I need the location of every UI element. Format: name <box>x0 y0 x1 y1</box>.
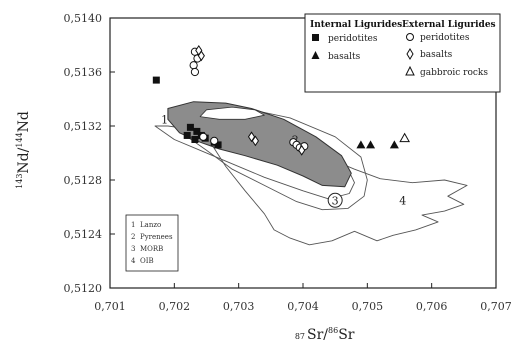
x-axis-label: 87 Sr/86Sr <box>295 326 355 343</box>
field-label-circle <box>327 192 343 208</box>
field-legend-num-4: 4 <box>131 257 136 265</box>
point-open-diamond <box>251 135 259 147</box>
field-legend-name-1: Lanzo <box>140 221 161 229</box>
points-layer <box>152 44 411 156</box>
legend-marker-filled-triangle <box>311 51 320 59</box>
field-label-4: 4 <box>399 194 406 207</box>
field-legend-name-4: OIB <box>140 257 154 265</box>
point-filled-triangle <box>356 140 366 149</box>
field-label-3: 3 <box>332 194 339 207</box>
field-legend-frame <box>125 214 179 272</box>
legend-group-internal-title: Internal Ligurides <box>310 20 402 30</box>
x-tick-label: 0,706 <box>416 300 448 313</box>
x-tick-label: 0,703 <box>223 300 255 313</box>
legend-entry-internal-peridotites: peridotites <box>328 34 378 44</box>
point-filled-triangle <box>389 140 399 149</box>
y-tick-label: 0,5140 <box>64 12 103 25</box>
point-open-circle <box>189 61 198 70</box>
field-legend-name-3: MORB <box>140 245 163 253</box>
ticks-layer: 0,701 0,702 0,703 0,704 0,705 0,706 0,707 0,512… <box>64 12 512 313</box>
point-filled-square <box>186 123 194 131</box>
point-open-diamond <box>197 50 205 62</box>
point-open-circle <box>190 67 200 77</box>
field-legend-num-1: 1 <box>131 221 135 229</box>
legend-entry-internal-basalts: basalts <box>328 52 361 62</box>
point-filled-square <box>214 141 222 149</box>
legend-entry-external-gabbroic: gabbroic rocks <box>420 68 488 78</box>
field-label-1: 1 <box>161 113 168 126</box>
x-tick-label: 0,701 <box>94 300 126 313</box>
y-tick-label: 0,5132 <box>64 120 103 133</box>
field-legend-name-2: Pyrenees <box>140 233 173 241</box>
x-tick-label: 0,704 <box>287 300 319 313</box>
legend-entry-external-basalts: basalts <box>420 50 453 60</box>
x-axis-label-sup-87: 87 <box>295 332 305 341</box>
y-axis-label: 143Nd/144Nd <box>15 111 32 189</box>
x-tick-label: 0,702 <box>159 300 191 313</box>
y-tick-label: 0,5128 <box>64 174 103 187</box>
point-open-circle <box>199 132 208 141</box>
legend-main: Internal Ligurides peridotites basalts E… <box>304 13 501 93</box>
legend-group-external-title: External Ligurides <box>402 20 496 30</box>
legend-frame <box>304 13 501 93</box>
legend-fields: 1 Lanzo 2 Pyrenees 3 MORB 4 OIB <box>125 214 179 272</box>
field-legend-num-2: 2 <box>131 233 135 241</box>
point-open-circle <box>210 136 219 145</box>
y-tick-label: 0,5120 <box>64 282 103 295</box>
field-oib <box>206 128 468 246</box>
legend-marker-filled-square <box>312 34 319 41</box>
y-tick-label: 0,5136 <box>64 66 103 79</box>
point-filled-square <box>152 76 160 84</box>
y-axis-label-text: 143Nd/144Nd <box>15 111 32 189</box>
legend-marker-open-diamond <box>406 48 414 60</box>
field-lanzo-inner <box>199 106 265 120</box>
field-lanzo <box>167 101 352 188</box>
point-filled-triangle <box>366 140 376 149</box>
point-filled-square <box>191 136 199 143</box>
point-open-triangle <box>399 132 411 143</box>
point-filled-square <box>193 127 201 135</box>
y-tick-label: 0,5124 <box>64 228 103 241</box>
legend-marker-open-circle <box>406 33 414 41</box>
x-tick-label: 0,707 <box>480 300 512 313</box>
x-axis-label-text: Sr/86Sr <box>307 326 355 343</box>
legend-marker-open-triangle <box>405 65 415 76</box>
x-tick-label: 0,705 <box>352 300 384 313</box>
point-filled-square <box>183 131 191 139</box>
legend-entry-external-peridotites: peridotites <box>420 33 470 43</box>
field-legend-num-3: 3 <box>131 245 135 253</box>
fields-layer <box>154 101 468 246</box>
point-open-diamond <box>298 144 306 156</box>
